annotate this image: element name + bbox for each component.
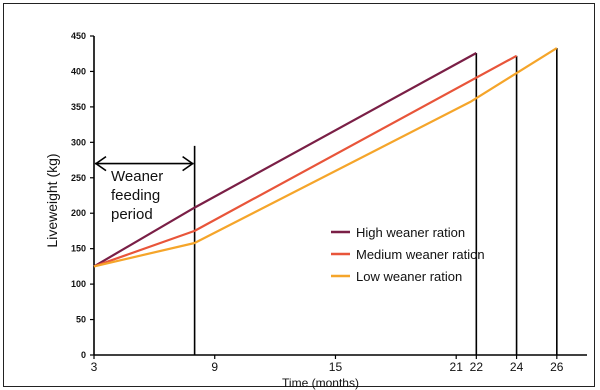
- legend-label: High weaner ration: [356, 225, 465, 240]
- y-axis-title: Liveweight (kg): [44, 153, 60, 247]
- y-tick-label: 450: [71, 31, 86, 41]
- series-line: [93, 54, 518, 268]
- series-line: [93, 52, 477, 268]
- y-tick-label: 300: [71, 137, 86, 147]
- y-tick-label: 350: [71, 102, 86, 112]
- legend: High weaner ration Medium weaner ration Lo…: [331, 225, 485, 284]
- x-tick-label: 3: [91, 360, 98, 374]
- x-tick-label: 21: [450, 360, 464, 374]
- annotation-text-line: Weaner: [111, 168, 163, 185]
- y-tick-label: 100: [71, 279, 86, 289]
- axes: 0 50 100 150 200 250 300 350 400 450 3 9 15 21 22 24 26 T…: [44, 31, 587, 390]
- arrow-head-left: [94, 155, 107, 172]
- x-tick-label: 24: [510, 360, 524, 374]
- x-tick-label: 26: [550, 360, 564, 374]
- annotation-text-line: feeding: [111, 187, 160, 204]
- series-line: [93, 47, 558, 268]
- y-tick-label: 250: [71, 173, 86, 183]
- vertical-markers: [193, 48, 558, 355]
- y-tick-label: 0: [81, 350, 86, 360]
- legend-label: Medium weaner ration: [356, 247, 485, 262]
- x-tick-label: 9: [211, 360, 218, 374]
- x-axis-title: Time (months): [282, 376, 359, 390]
- y-tick-label: 150: [71, 244, 86, 254]
- y-tick-label: 50: [76, 315, 86, 325]
- y-tick-label: 400: [71, 66, 86, 76]
- x-tick-label: 22: [470, 360, 484, 374]
- x-tick-label: 15: [329, 360, 343, 374]
- legend-label: Low weaner ration: [356, 269, 462, 284]
- annotation-group: Weaner feeding period: [94, 155, 195, 223]
- series-lines: [93, 47, 558, 268]
- arrow-head-right: [182, 155, 195, 172]
- y-tick-label: 200: [71, 208, 86, 218]
- annotation-text-line: period: [111, 206, 153, 223]
